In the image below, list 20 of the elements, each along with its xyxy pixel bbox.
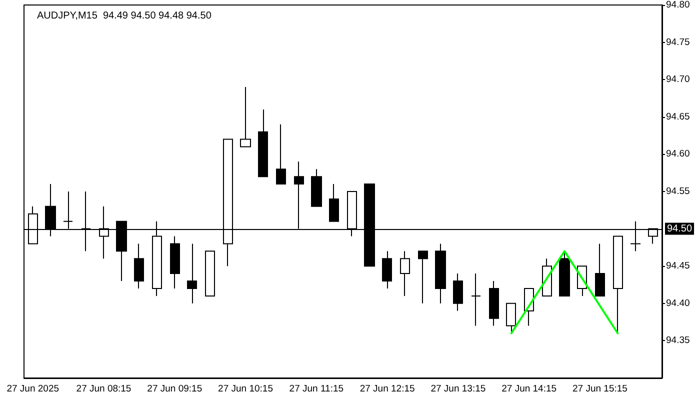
y-tick-label: 94.60 [666,148,690,160]
x-tick-label: 27 Jun 08:15 [76,384,132,394]
text: AUDJPY,M15 94.49 94.50 94.48 94.50 [37,10,212,22]
ref-line-label: 94.50 [667,223,692,234]
x-tick-label: 27 Jun 14:15 [502,384,557,394]
y-tick-label: 94.35 [666,335,690,346]
y-tick-label: 94.55 [666,186,690,197]
x-tick-label: 27 Jun 13:15 [430,384,486,394]
y-tick-label: 94.80 [666,0,690,10]
y-tick-label: 94.45 [666,260,690,272]
y-tick-label: 94.75 [666,36,690,48]
x-tick-label: 27 Jun 15:15 [572,384,628,394]
x-tick-label: 27 Jun 09:15 [147,384,202,394]
x-tick-label: 27 Jun 10:15 [218,384,273,394]
y-tick-label: 94.65 [666,111,690,122]
x-tick-label: 27 Jun 2025 [6,384,60,394]
y-tick-label: 94.70 [666,74,690,86]
x-tick-label: 27 Jun 12:15 [360,384,415,394]
y-tick-label: 94.40 [666,298,690,309]
x-tick-label: 27 Jun 11:15 [289,384,344,394]
